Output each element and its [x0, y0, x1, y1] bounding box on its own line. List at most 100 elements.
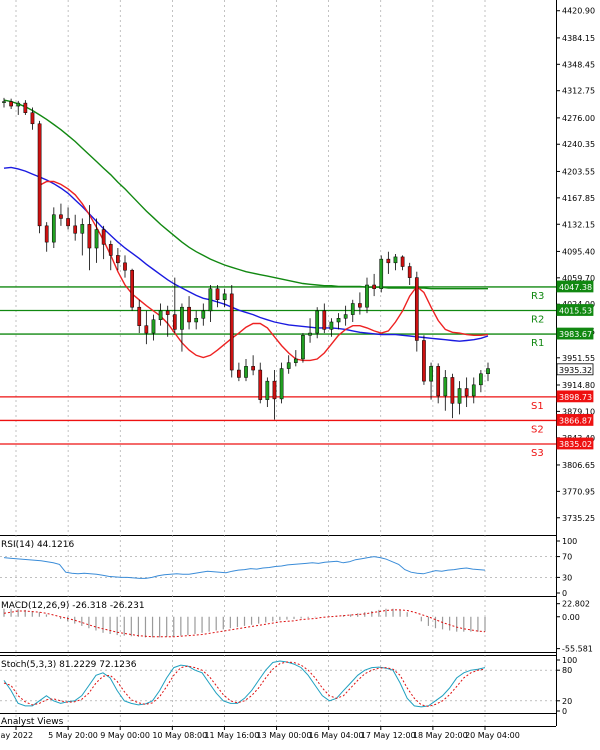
macd-tick-label: 0.00	[562, 613, 580, 622]
candle	[336, 313, 341, 330]
candle-body	[80, 224, 85, 234]
candle	[23, 100, 28, 115]
price-tick-label: 4276.00	[562, 114, 595, 123]
analyst-views-label: Analyst Views	[1, 717, 64, 727]
candle	[308, 318, 312, 343]
candles	[2, 97, 490, 420]
candle	[172, 277, 177, 334]
candle	[187, 296, 191, 330]
price-tick-label: 4312.75	[562, 87, 595, 96]
price-tag-label: 4015.53	[559, 306, 592, 315]
time-tick-label: 9 May 00:00	[100, 731, 150, 740]
candle-body	[30, 112, 35, 125]
candle-body	[365, 284, 369, 308]
candle	[144, 310, 149, 345]
candle	[265, 377, 270, 408]
price-tag-label: 3835.02	[559, 440, 592, 449]
price-tick-label: 3770.95	[562, 487, 595, 496]
candle-body	[258, 369, 263, 400]
candle-body	[151, 319, 156, 334]
candle	[301, 333, 305, 363]
candle-body	[187, 306, 191, 323]
candle-body	[471, 384, 476, 397]
grid-layer	[15, 0, 486, 726]
candle-body	[87, 224, 92, 249]
candle	[208, 285, 213, 322]
candle-body	[358, 303, 362, 308]
price-ticks: 4420.90 4384.15 4348.45 4312.75 4276.00 4240.…	[556, 7, 595, 523]
candle-body	[443, 377, 448, 397]
candle	[258, 362, 263, 404]
candle-body	[322, 310, 327, 330]
candle-body	[130, 269, 134, 308]
candle	[329, 318, 334, 337]
candle-body	[486, 368, 490, 374]
candle-body	[237, 369, 241, 378]
candle	[393, 253, 398, 271]
time-tick-label: 16 May 04:00	[309, 731, 364, 740]
candle-body	[201, 310, 206, 319]
price-tags: 4047.38 4015.53 3983.67 3935.32 3898.73 3866.…	[556, 280, 594, 450]
candle	[66, 207, 70, 230]
candle	[372, 273, 376, 297]
candle-body	[222, 293, 227, 301]
price-tick-label: 4095.40	[562, 247, 595, 256]
candle	[379, 255, 384, 293]
candle-body	[73, 225, 78, 234]
candle	[315, 307, 320, 339]
candle-body	[51, 214, 56, 243]
candle	[123, 255, 127, 278]
candle-body	[479, 373, 483, 386]
rsi-tick-label: 30	[562, 573, 572, 582]
candle-body	[414, 277, 419, 341]
candle	[443, 370, 448, 411]
time-tick-label: 11 May 16:00	[204, 731, 259, 740]
candle-body	[308, 332, 312, 336]
price-tag-box	[556, 304, 594, 316]
time-tick-label: 4 May 2022	[0, 731, 33, 740]
candle	[44, 222, 49, 252]
rsi-tick-label: 100	[562, 537, 577, 546]
price-tag-label: 4047.38	[559, 283, 592, 292]
price-tick-label: 3735.25	[562, 514, 595, 523]
level-label-s2: S2	[531, 424, 544, 435]
candle	[116, 248, 120, 271]
candle	[479, 370, 483, 393]
macd-tick-label: 22.802	[562, 600, 590, 609]
rsi-title: RSI(14) 44.1216	[1, 540, 74, 550]
candle-body	[272, 380, 277, 400]
time-tick-label: 13 May 00:00	[257, 731, 312, 740]
price-tag-r1: 3983.67	[556, 327, 594, 340]
candle-body	[194, 318, 199, 323]
price-tag-s1: 3898.73	[556, 390, 594, 403]
price-tag-s2: 3866.87	[556, 414, 594, 426]
price-tag-current: 3935.32	[556, 363, 594, 376]
macd-title: MACD(12,26,9) -26.318 -26.231	[1, 601, 145, 611]
sma-fast-line	[39, 180, 489, 362]
macd-tick-label: -55.581	[562, 645, 593, 654]
candle-body	[101, 229, 106, 245]
level-label-r3: R3	[531, 291, 544, 302]
candle	[137, 299, 142, 334]
stoch-tick-label: 100	[562, 656, 577, 665]
candle-body	[379, 258, 384, 289]
price-tag-box	[556, 327, 594, 340]
candle-body	[407, 266, 412, 278]
candle	[222, 288, 227, 308]
price-tag-label: 3935.32	[559, 366, 592, 375]
candle	[229, 285, 234, 378]
rsi-tick-label: 0	[562, 589, 567, 598]
candle	[2, 97, 6, 108]
candle-body	[2, 101, 6, 103]
candle	[286, 355, 291, 374]
candle-body	[208, 288, 213, 312]
price-tick-label: 4348.45	[562, 60, 595, 69]
candle	[322, 303, 327, 334]
candle-body	[66, 218, 70, 227]
sma-slow-line	[3, 99, 488, 290]
candle	[422, 335, 426, 385]
candle-body	[372, 284, 376, 289]
price-tick-label: 4059.70	[562, 274, 595, 283]
